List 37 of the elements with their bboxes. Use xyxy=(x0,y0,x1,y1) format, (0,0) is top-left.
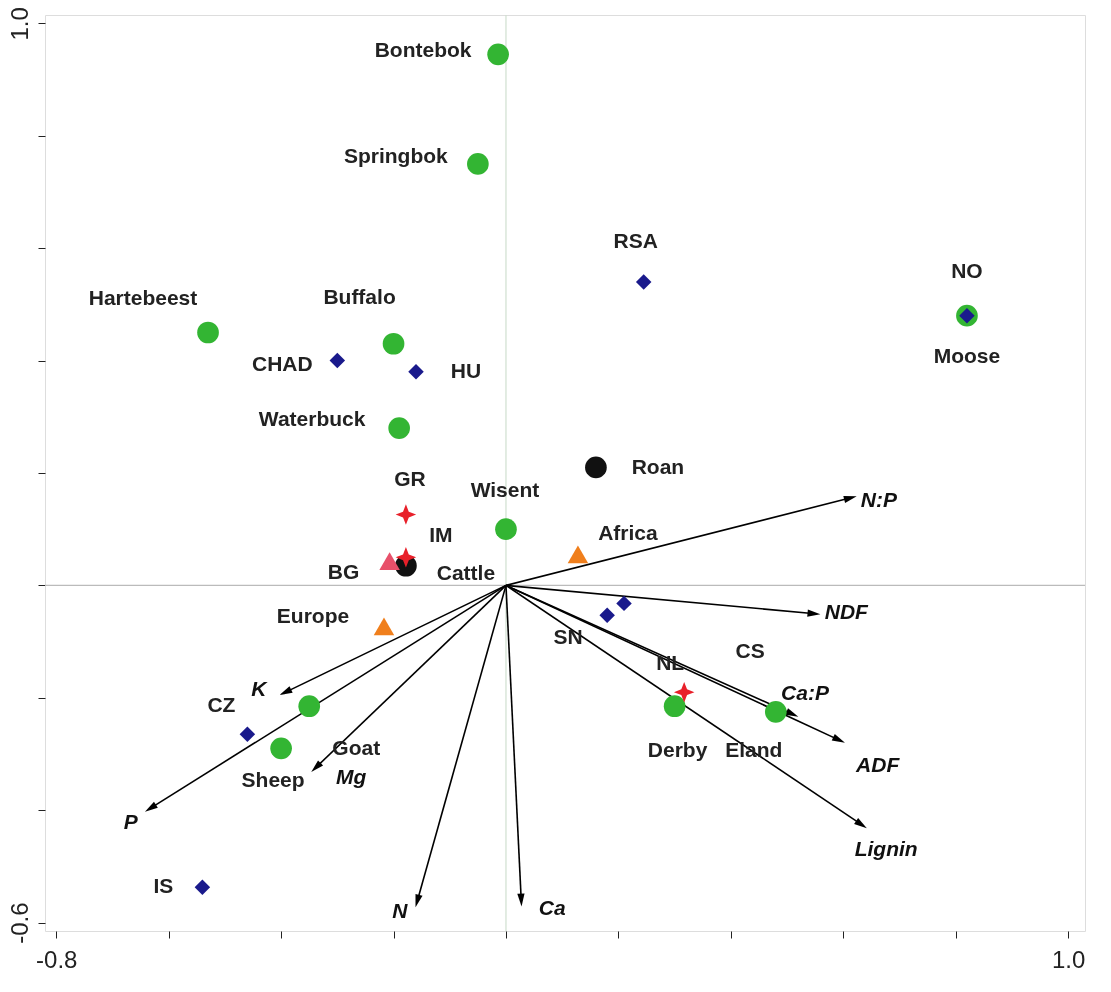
annotation: Wisent xyxy=(470,478,540,502)
series-label: Ca xyxy=(538,896,566,920)
series-label: Mg xyxy=(335,765,367,789)
annotation: CHAD xyxy=(251,351,313,375)
annotation: Sheep xyxy=(241,768,305,792)
annotation: IS xyxy=(153,874,174,898)
annotation: CZ xyxy=(207,693,236,717)
annotation: Waterbuck xyxy=(258,407,366,431)
series-label: ADF xyxy=(855,753,901,777)
annotation: RSA xyxy=(613,228,658,252)
annotation: Goat xyxy=(332,736,381,760)
series-label: K xyxy=(251,676,269,700)
x-tick-label: -0.8 xyxy=(36,945,78,973)
annotation: Hartebeest xyxy=(88,285,198,309)
annotation: Derby xyxy=(647,738,708,762)
annotation: CS xyxy=(735,639,765,663)
annotation: BG xyxy=(327,560,360,584)
annotation: HU xyxy=(450,358,482,382)
annotation: Africa xyxy=(598,521,659,545)
series-label: NDF xyxy=(824,600,870,624)
series-label: Lignin xyxy=(854,836,918,860)
annotation: Moose xyxy=(933,343,1001,367)
annotation: IM xyxy=(429,523,453,547)
annotation: Bontebok xyxy=(374,38,472,62)
annotation: Europe xyxy=(276,604,350,628)
series-label: Ca:P xyxy=(781,680,830,704)
annotation: NO xyxy=(951,258,983,282)
series-label: P xyxy=(123,810,139,834)
series-label: N xyxy=(392,898,409,922)
annotation: Cattle xyxy=(436,560,496,584)
annotation: Roan xyxy=(631,455,685,479)
annotation: Springbok xyxy=(343,143,449,167)
series-label: N:P xyxy=(860,488,898,512)
annotation: Buffalo xyxy=(323,284,396,308)
annotation: SN xyxy=(553,625,583,649)
annotation: GR xyxy=(394,466,426,490)
y-tick-label: -0.6 xyxy=(5,902,33,944)
